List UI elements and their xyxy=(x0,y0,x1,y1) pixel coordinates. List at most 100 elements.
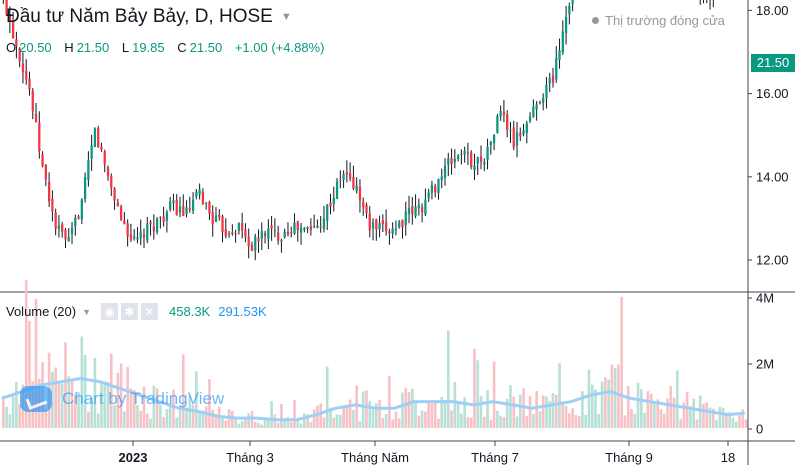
candle xyxy=(218,214,221,218)
candle xyxy=(221,216,224,233)
volume-bar xyxy=(437,418,440,428)
volume-bar xyxy=(34,299,38,428)
candle xyxy=(18,48,21,62)
candle xyxy=(254,236,257,251)
volume-bar xyxy=(257,423,260,428)
candle xyxy=(290,232,293,234)
volume-bar xyxy=(67,376,71,428)
candle xyxy=(8,16,11,23)
volume-bar xyxy=(211,409,215,428)
candle xyxy=(401,219,404,228)
volume-bar xyxy=(73,395,77,428)
close-label: C xyxy=(177,40,187,55)
volume-bar xyxy=(375,403,378,428)
volume-bar xyxy=(293,399,296,428)
candle xyxy=(182,205,185,216)
candle xyxy=(551,75,555,83)
candle xyxy=(162,216,165,222)
volume-bar xyxy=(597,414,601,428)
volume-legend[interactable]: Volume (20) ▼ ◉ ✱ ✕ 458.3K 291.53K xyxy=(6,303,267,320)
volume-bar xyxy=(142,386,146,428)
candle xyxy=(237,223,241,231)
volume-bar xyxy=(679,419,682,428)
candle xyxy=(335,181,339,199)
high-value: 21.50 xyxy=(76,40,110,55)
volume-bar xyxy=(604,377,607,428)
candle xyxy=(502,111,506,115)
candle xyxy=(263,233,267,237)
candle xyxy=(427,192,430,199)
volume-bar xyxy=(489,419,493,428)
candle xyxy=(424,199,427,215)
chevron-down-icon[interactable]: ▼ xyxy=(280,11,292,23)
gear-icon[interactable]: ✱ xyxy=(121,303,139,320)
candle xyxy=(139,231,142,239)
candle xyxy=(67,237,70,242)
candle xyxy=(470,152,473,168)
volume-bar xyxy=(77,392,80,428)
volume-bar xyxy=(574,415,578,428)
volume-bar xyxy=(636,382,640,428)
volume-bar xyxy=(90,397,93,428)
price-tick-label: 14.00 xyxy=(756,169,789,184)
candle xyxy=(299,227,303,233)
volume-bar xyxy=(689,405,692,428)
price-tick-label: 18.00 xyxy=(756,3,789,18)
volume-bar xyxy=(109,353,113,428)
candle xyxy=(286,231,290,235)
candle xyxy=(93,128,97,147)
eye-icon[interactable]: ◉ xyxy=(101,303,119,320)
volume-bar xyxy=(391,419,394,428)
candle xyxy=(283,231,286,238)
volume-bar xyxy=(466,417,470,428)
volume-label[interactable]: Volume (20) xyxy=(6,304,77,319)
candle xyxy=(77,216,80,219)
candle xyxy=(87,160,90,180)
volume-bar xyxy=(267,418,270,428)
time-tick-label: 2023 xyxy=(119,450,148,465)
volume-bar xyxy=(283,421,287,428)
symbol-title[interactable]: Đầu tư Năm Bảy Bảy, D, HOSE xyxy=(6,6,273,27)
candle xyxy=(205,202,208,204)
volume-bar xyxy=(64,342,67,428)
candle xyxy=(535,104,538,110)
volume-bar xyxy=(558,363,561,428)
candle xyxy=(542,98,545,104)
candle xyxy=(38,122,41,152)
volume-bar xyxy=(172,389,175,428)
volume-ma-value: 291.53K xyxy=(218,304,267,319)
volume-bar xyxy=(93,358,97,428)
chart-title[interactable]: Đầu tư Năm Bảy Bảy, D, HOSE ▼ xyxy=(6,6,292,28)
volume-bar xyxy=(178,406,182,428)
candle xyxy=(159,216,162,218)
candle xyxy=(492,135,496,144)
tradingview-watermark[interactable]: Chart by TradingView xyxy=(20,386,224,412)
volume-bar xyxy=(672,397,676,428)
candle xyxy=(316,225,319,228)
volume-tick-label: 2M xyxy=(756,357,774,372)
chevron-down-icon[interactable]: ▼ xyxy=(82,306,92,317)
candle xyxy=(561,31,564,53)
volume-bar xyxy=(103,381,107,428)
volume-bar xyxy=(384,413,388,428)
candle xyxy=(231,232,234,234)
volume-bar xyxy=(132,389,136,428)
candle xyxy=(332,197,335,205)
candle xyxy=(34,113,38,123)
volume-bar xyxy=(525,415,529,428)
close-icon[interactable]: ✕ xyxy=(141,303,159,320)
candle xyxy=(191,199,195,211)
volume-bar xyxy=(653,402,656,428)
volume-bar xyxy=(551,393,555,428)
volume-bar xyxy=(276,422,280,428)
candle xyxy=(28,78,31,90)
candle xyxy=(277,232,280,241)
candle xyxy=(447,158,450,165)
candle xyxy=(394,229,398,231)
volume-bar xyxy=(518,394,522,428)
candle xyxy=(97,128,100,147)
volume-bar xyxy=(721,407,725,428)
volume-bar xyxy=(512,396,516,428)
volume-bar xyxy=(649,393,653,428)
